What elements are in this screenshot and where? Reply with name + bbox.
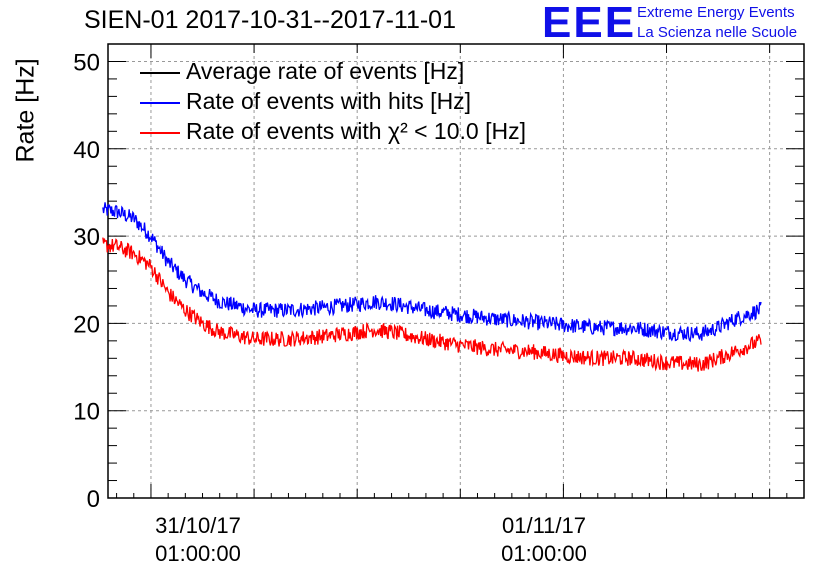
x-tick-label-0: 31/10/17 01:00:00: [133, 512, 263, 568]
x-tick-time-0: 01:00:00: [155, 541, 241, 566]
legend-label-chi2: Rate of events with χ² < 10.0 [Hz]: [186, 118, 526, 144]
legend-swatch-average: [140, 72, 180, 74]
y-tick-label-1: 10: [73, 399, 100, 426]
series-line-2: [102, 237, 762, 372]
x-tick-time-1: 01:00:00: [501, 541, 587, 566]
y-tick-label-5: 50: [73, 49, 100, 76]
chart-title: SIEN-01 2017-10-31--2017-11-01: [84, 6, 456, 34]
legend-swatch-hits: [140, 102, 180, 104]
y-tick-label-0: 0: [87, 486, 100, 513]
legend-label-hits: Rate of events with hits [Hz]: [186, 88, 472, 114]
y-tick-label-2: 20: [73, 311, 100, 338]
eee-logo: EEE: [542, 0, 637, 47]
series-line-1: [102, 202, 762, 343]
logo-subtitle-2: La Scienza nelle Scuole: [637, 24, 798, 41]
y-tick-label-3: 30: [73, 224, 100, 251]
x-tick-date-0: 31/10/17: [155, 513, 241, 538]
x-tick-label-1: 01/11/17 01:00:00: [479, 512, 609, 568]
y-tick-label-4: 40: [73, 137, 100, 164]
legend-label-average: Average rate of events [Hz]: [186, 58, 465, 84]
logo-subtitle-1: Extreme Energy Events: [637, 4, 795, 21]
legend-swatch-chi2: [140, 132, 180, 134]
x-tick-date-1: 01/11/17: [501, 513, 586, 538]
y-axis-label: Rate [Hz]: [11, 58, 40, 163]
